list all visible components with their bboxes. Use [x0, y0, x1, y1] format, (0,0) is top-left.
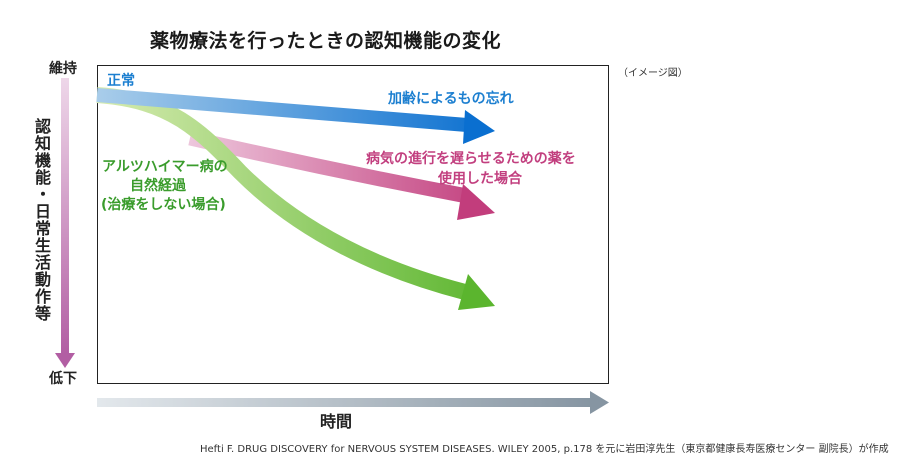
y-axis-arrow: [55, 78, 75, 368]
x-axis-arrow: [97, 391, 609, 414]
y-axis-bottom-label: 低下: [49, 371, 77, 387]
diagram-title: 薬物療法を行ったときの認知機能の変化: [150, 30, 502, 52]
x-axis-label: 時間: [320, 412, 353, 431]
y-axis-label: 認知機能・日常生活動作等: [32, 118, 51, 322]
alzheimer-label-line3: (治療をしない場合): [101, 197, 226, 213]
alzheimer-label-line2: 自然経過: [130, 178, 186, 194]
image-note: （イメージ図）: [618, 68, 688, 79]
aging-trajectory-arrow: [96, 88, 495, 144]
plot-frame: [97, 65, 609, 384]
aging-label: 加齢によるもの忘れ: [388, 91, 514, 107]
normal-label: 正常: [107, 73, 135, 89]
drug-label-line2: 使用した場合: [438, 171, 522, 187]
source-citation: Hefti F. DRUG DISCOVERY for NERVOUS SYST…: [200, 444, 889, 455]
drug-label-line1: 病気の進行を遅らせるための薬を: [366, 151, 576, 167]
alzheimer-trajectory-arrow: [96, 87, 495, 310]
alzheimer-label-line1: アルツハイマー病の: [102, 159, 228, 175]
y-axis-top-label: 維持: [49, 61, 77, 77]
